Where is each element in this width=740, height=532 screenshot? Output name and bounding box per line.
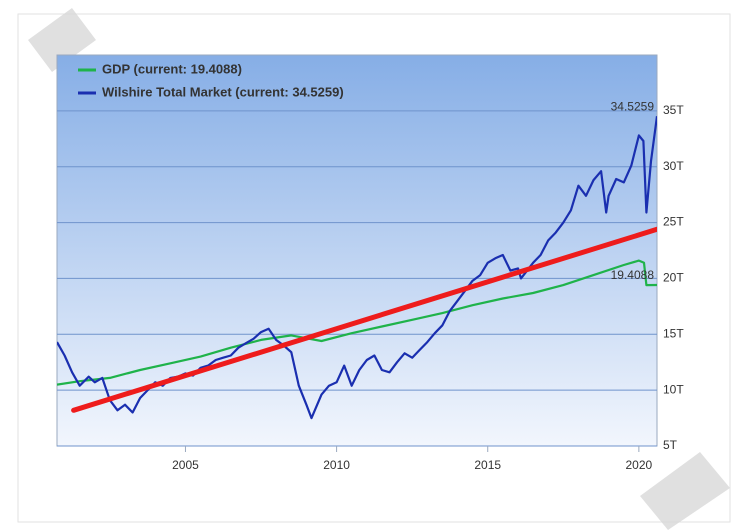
x-tick-label: 2005 — [172, 458, 199, 472]
y-tick-label: 10T — [663, 382, 684, 396]
y-tick-label: 5T — [663, 438, 678, 452]
y-tick-label: 15T — [663, 326, 684, 340]
y-tick-label: 30T — [663, 159, 684, 173]
plot-area — [56, 54, 658, 447]
current-value-label: 19.4088 — [611, 268, 655, 282]
current-value-label: 34.5259 — [611, 99, 655, 113]
series-line — [57, 259, 657, 386]
legend-text: Wilshire Total Market (current: 34.5259) — [102, 84, 344, 99]
tape-top-left — [28, 8, 96, 72]
tape-bottom-right — [640, 452, 730, 530]
trend-line — [71, 226, 657, 413]
y-tick-label: 20T — [663, 271, 684, 285]
x-tick-label: 2015 — [474, 458, 501, 472]
y-tick-label: 35T — [663, 103, 684, 117]
x-tick-label: 2020 — [626, 458, 653, 472]
x-tick-label: 2010 — [323, 458, 350, 472]
frame — [17, 13, 731, 523]
legend-text: GDP (current: 19.4088) — [102, 61, 242, 76]
y-tick-label: 25T — [663, 215, 684, 229]
